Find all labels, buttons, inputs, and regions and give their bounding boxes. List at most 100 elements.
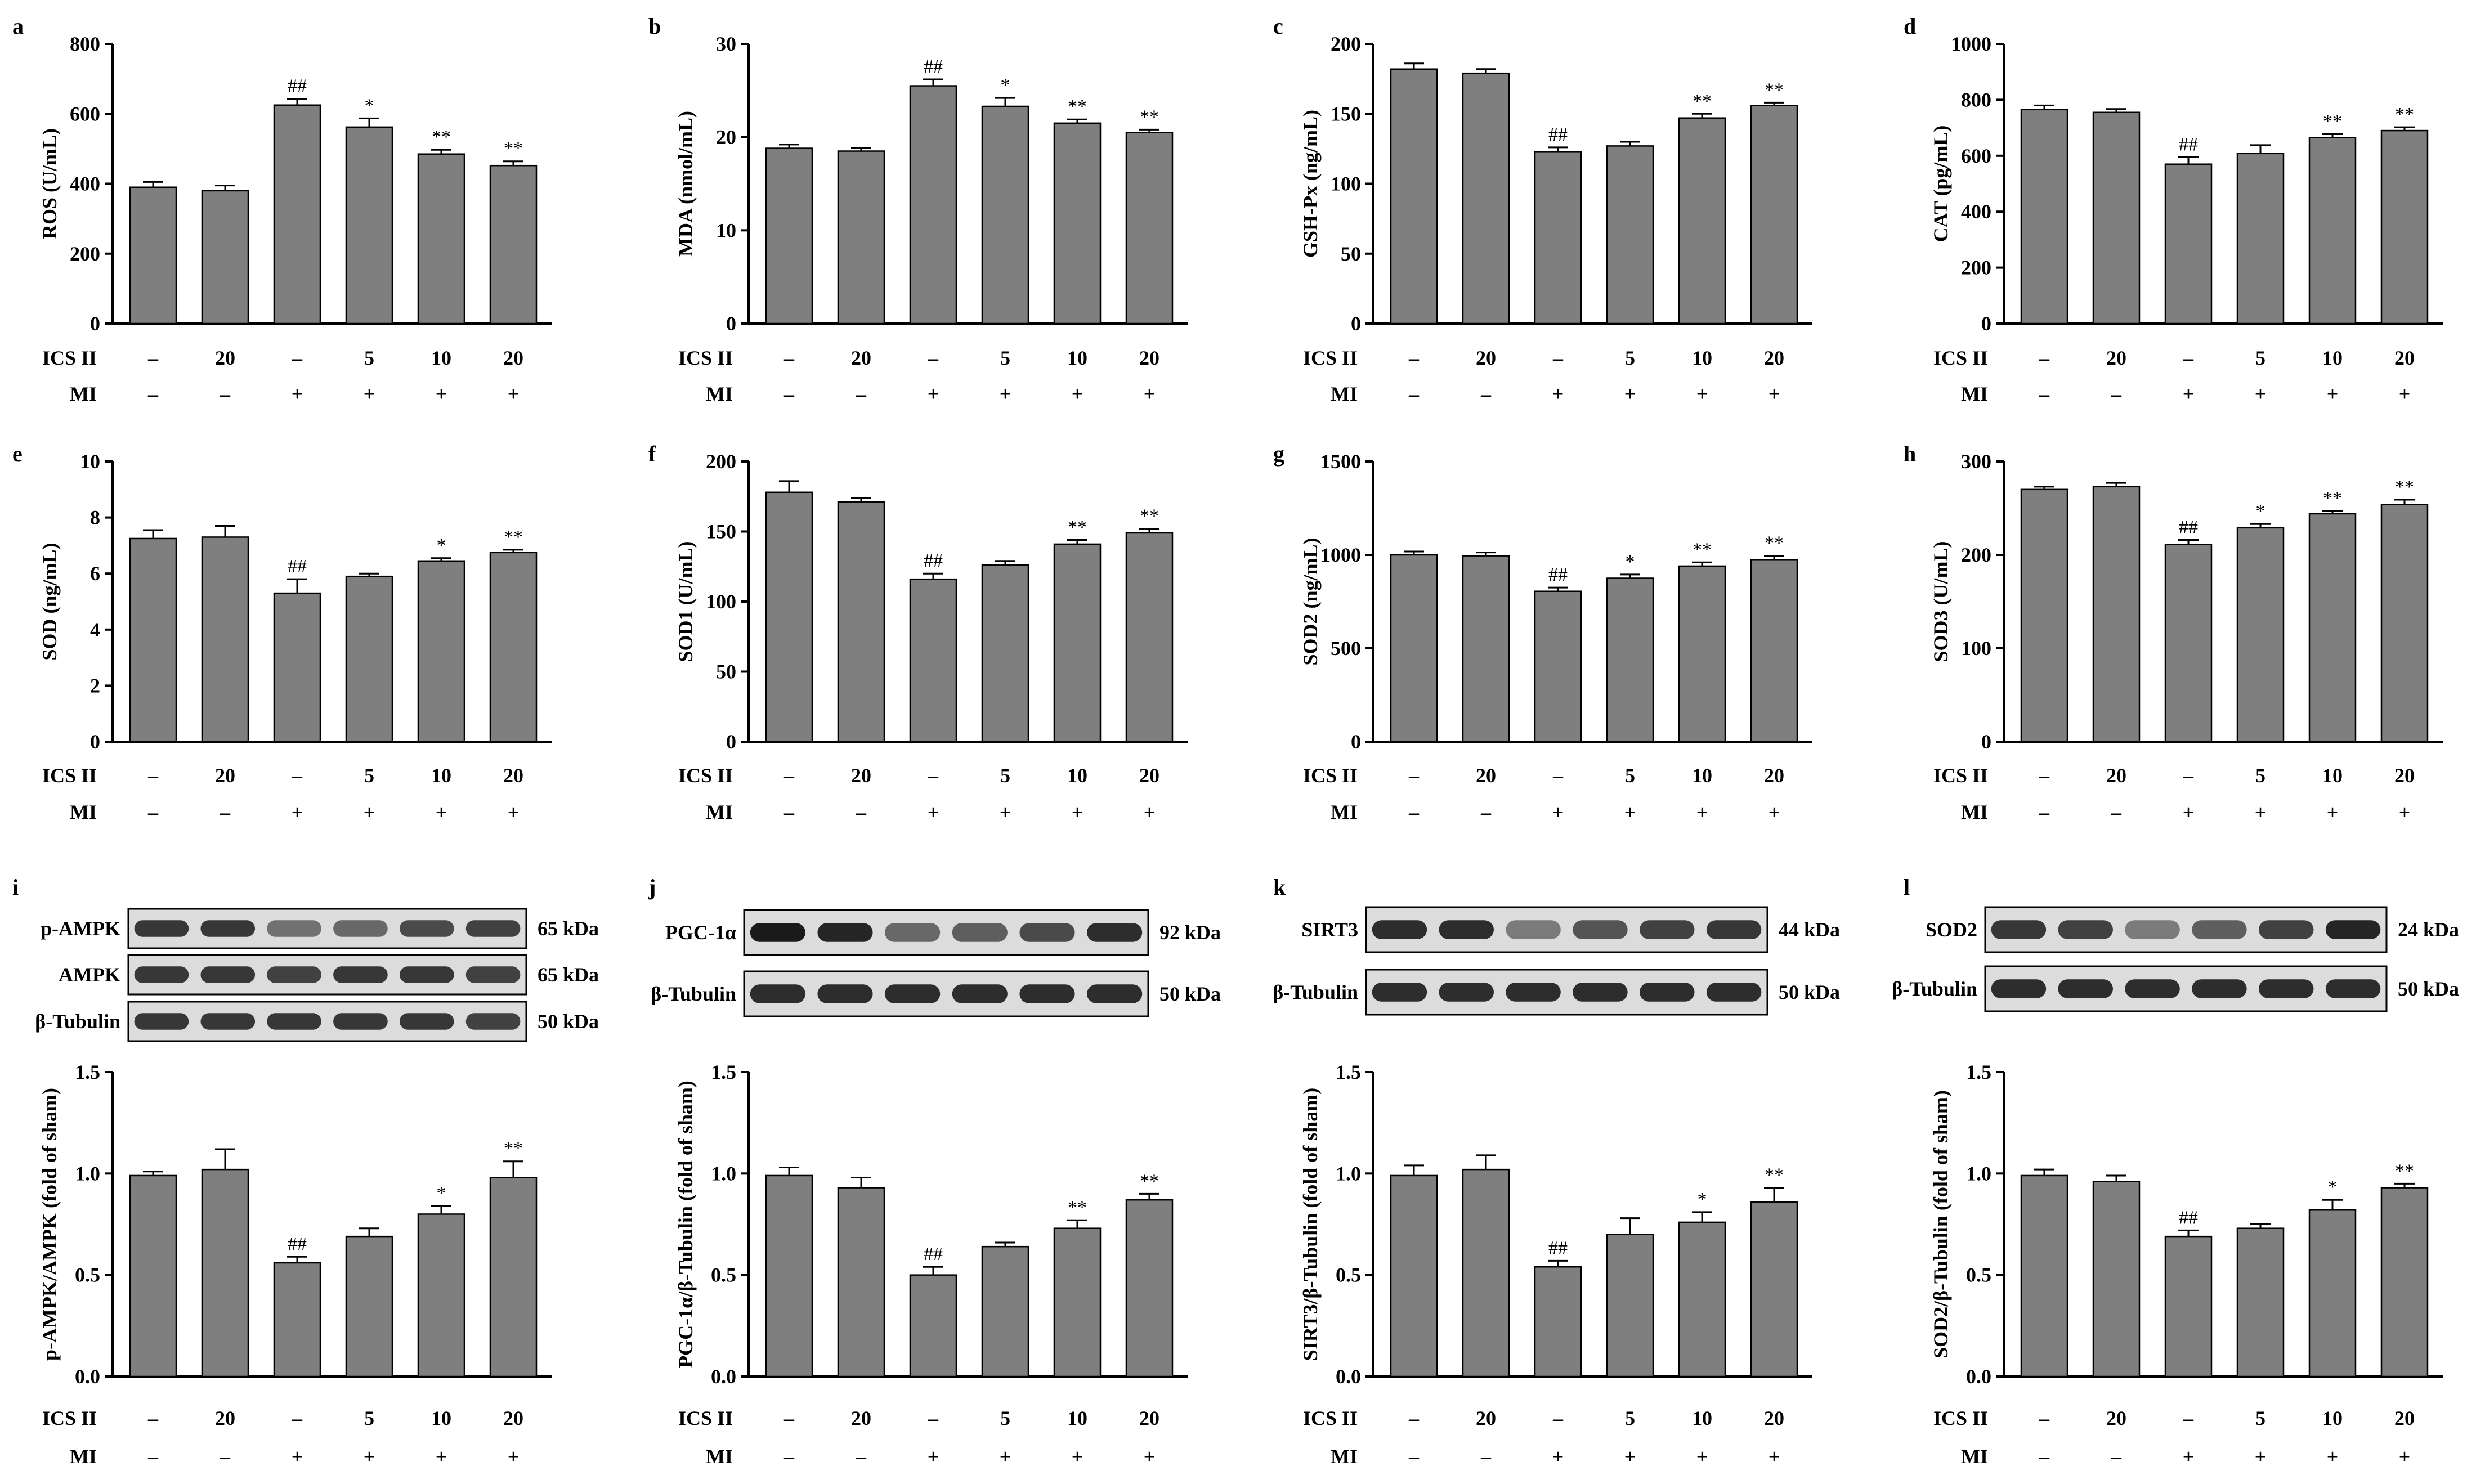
significance-marker: ** (1140, 506, 1159, 527)
y-tick-label: 200 (706, 450, 736, 473)
mi-status: + (928, 801, 939, 823)
y-tick-label: 200 (1331, 33, 1361, 55)
bar (2236, 153, 2285, 325)
row-label-mi: MI (1961, 383, 1988, 405)
bar (1678, 1221, 1726, 1378)
blot-band (399, 1013, 454, 1030)
mi-status: + (436, 383, 447, 405)
ics-ii-dose: – (1552, 764, 1564, 787)
mi-status: + (2399, 383, 2411, 405)
blot-band (885, 984, 941, 1003)
mi-status: – (220, 1445, 231, 1468)
mi-status: + (1624, 801, 1636, 823)
ics-ii-dose: 20 (2106, 764, 2126, 787)
y-tick-label: 0 (90, 730, 100, 753)
significance-marker: ** (1693, 91, 1712, 111)
y-tick-label: 1500 (1320, 450, 1361, 473)
bar (201, 190, 249, 325)
row-label-mi: MI (706, 1445, 733, 1468)
y-axis-label: SOD1 (U/mL) (674, 541, 697, 662)
blot-molecular-weight: 50 kDa (2398, 978, 2459, 1000)
bar (2092, 486, 2141, 743)
blot-band (399, 920, 454, 937)
bar (2092, 111, 2141, 325)
blot-band (952, 984, 1008, 1003)
bar (345, 575, 393, 743)
significance-marker: ## (288, 556, 307, 577)
row-label-mi: MI (706, 383, 733, 405)
mi-status: – (856, 383, 867, 405)
ics-ii-dose: 20 (1139, 347, 1159, 369)
y-tick-label: 0.0 (75, 1365, 100, 1388)
row-label-mi: MI (70, 801, 97, 823)
mi-status: – (1480, 383, 1492, 405)
bar (1606, 577, 1654, 743)
ics-ii-dose: 5 (1000, 764, 1010, 787)
significance-marker: ## (2179, 1207, 2198, 1228)
ics-ii-dose: 20 (1764, 1407, 1784, 1429)
western-blot-l: SOD2 24 kDa β-Tubulin 50 kDa (1892, 906, 2459, 1012)
significance-marker: * (1001, 75, 1010, 96)
mi-status: + (364, 801, 375, 823)
bar (909, 578, 957, 743)
ics-ii-dose: 5 (1625, 764, 1635, 787)
blot-protein-label: PGC-1α (665, 921, 736, 944)
row-label-ics-ii: ICS II (1303, 1407, 1358, 1429)
ics-ii-dose: 5 (1625, 1407, 1635, 1429)
ics-ii-dose: – (928, 764, 939, 787)
blot-band (2058, 920, 2113, 939)
bar (765, 1174, 813, 1378)
mi-status: + (1072, 801, 1083, 823)
blot-band (2259, 920, 2314, 939)
mi-status: + (364, 383, 375, 405)
bar (2092, 1181, 2141, 1378)
y-tick-label: 0.0 (1336, 1365, 1361, 1388)
bar (2020, 488, 2068, 743)
bar (1750, 105, 1798, 325)
bar (1462, 555, 1510, 743)
mi-status: + (436, 801, 447, 823)
ics-ii-dose: 5 (1000, 1407, 1010, 1429)
ics-ii-dose: – (783, 764, 795, 787)
significance-marker: * (1626, 552, 1635, 572)
panel-letter: c (1273, 14, 1283, 39)
blot-band (200, 966, 256, 983)
blot-protein-label: AMPK (59, 963, 120, 986)
y-tick-label: 0.0 (711, 1365, 736, 1388)
bar (981, 105, 1029, 325)
y-tick-label: 200 (70, 243, 100, 265)
ics-ii-dose: – (2039, 1407, 2050, 1429)
mi-status: + (1072, 383, 1083, 405)
blot-band (1372, 920, 1427, 939)
bar (345, 1235, 393, 1378)
ics-ii-dose: 10 (2322, 764, 2343, 787)
ics-ii-dose: 20 (851, 764, 871, 787)
y-tick-label: 150 (706, 521, 736, 543)
blot-band (2125, 979, 2180, 998)
ics-ii-dose: – (1408, 1407, 1420, 1429)
row-label-mi: MI (70, 383, 97, 405)
significance-marker: * (2256, 501, 2265, 522)
bar (489, 1177, 538, 1378)
panel-j: j 0.0 0.5 1.0 1.5 PGC-1α/β-Tubulin (fold of s… (648, 875, 1188, 1468)
bar (1678, 565, 1726, 743)
blot-band (2325, 979, 2381, 998)
blot-band (1506, 983, 1561, 1002)
mi-status: + (1000, 801, 1011, 823)
y-tick-label: 10 (80, 450, 100, 473)
ics-ii-dose: 5 (1625, 347, 1635, 369)
bar (2308, 513, 2357, 743)
ics-ii-dose: – (1552, 347, 1564, 369)
panel-letter: f (648, 441, 656, 467)
mi-status: – (856, 1445, 867, 1468)
mi-status: + (1768, 1445, 1780, 1468)
bar (1534, 590, 1582, 743)
ics-ii-dose: 10 (1067, 1407, 1087, 1429)
ics-ii-dose: 5 (1000, 347, 1010, 369)
ics-ii-dose: – (2183, 1407, 2194, 1429)
blot-band (1087, 923, 1143, 942)
ics-ii-dose: 10 (431, 347, 451, 369)
mi-status: – (1408, 383, 1420, 405)
blot-band (750, 984, 805, 1003)
